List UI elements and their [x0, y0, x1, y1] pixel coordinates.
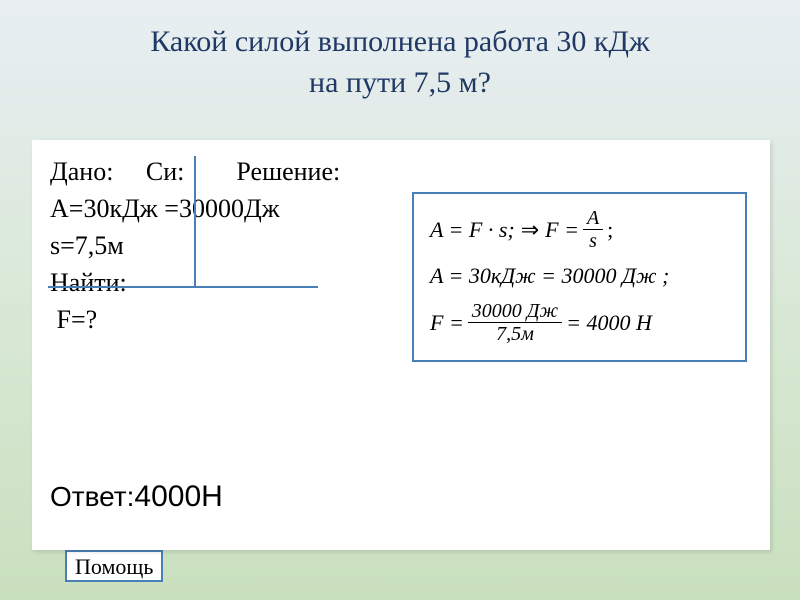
slide-title: Какой силой выполнена работа 30 кДж на п…	[0, 0, 800, 103]
fraction-numeric: 30000 Дж 7,5м	[468, 301, 562, 344]
answer-line: Ответ:4000Н	[50, 480, 223, 514]
help-box-fragment: Помощь	[65, 550, 163, 582]
equation-2: A = 30кДж = 30000 Дж ;	[430, 263, 729, 289]
equation-1: A = F · s; ⇒ F = A s ;	[430, 208, 729, 251]
equation-3: F = 30000 Дж 7,5м = 4000 Н	[430, 301, 729, 344]
find-value: F=?	[50, 302, 340, 339]
title-line2: на пути 7,5 м?	[309, 66, 491, 99]
fraction-A-over-s: A s	[583, 208, 603, 251]
title-line1: Какой силой выполнена работа 30 кДж	[150, 25, 649, 58]
horizontal-divider	[48, 286, 318, 288]
problem-card: Дано: Си: Решение: А=30кДж =30000Дж s=7,…	[32, 140, 770, 550]
answer-label: Ответ:	[50, 481, 134, 512]
solution-box: A = F · s; ⇒ F = A s ; A = 30кДж = 30000…	[412, 192, 747, 362]
vertical-divider	[194, 156, 196, 286]
help-label: Помощь	[75, 554, 153, 579]
answer-value: 4000Н	[134, 480, 222, 513]
